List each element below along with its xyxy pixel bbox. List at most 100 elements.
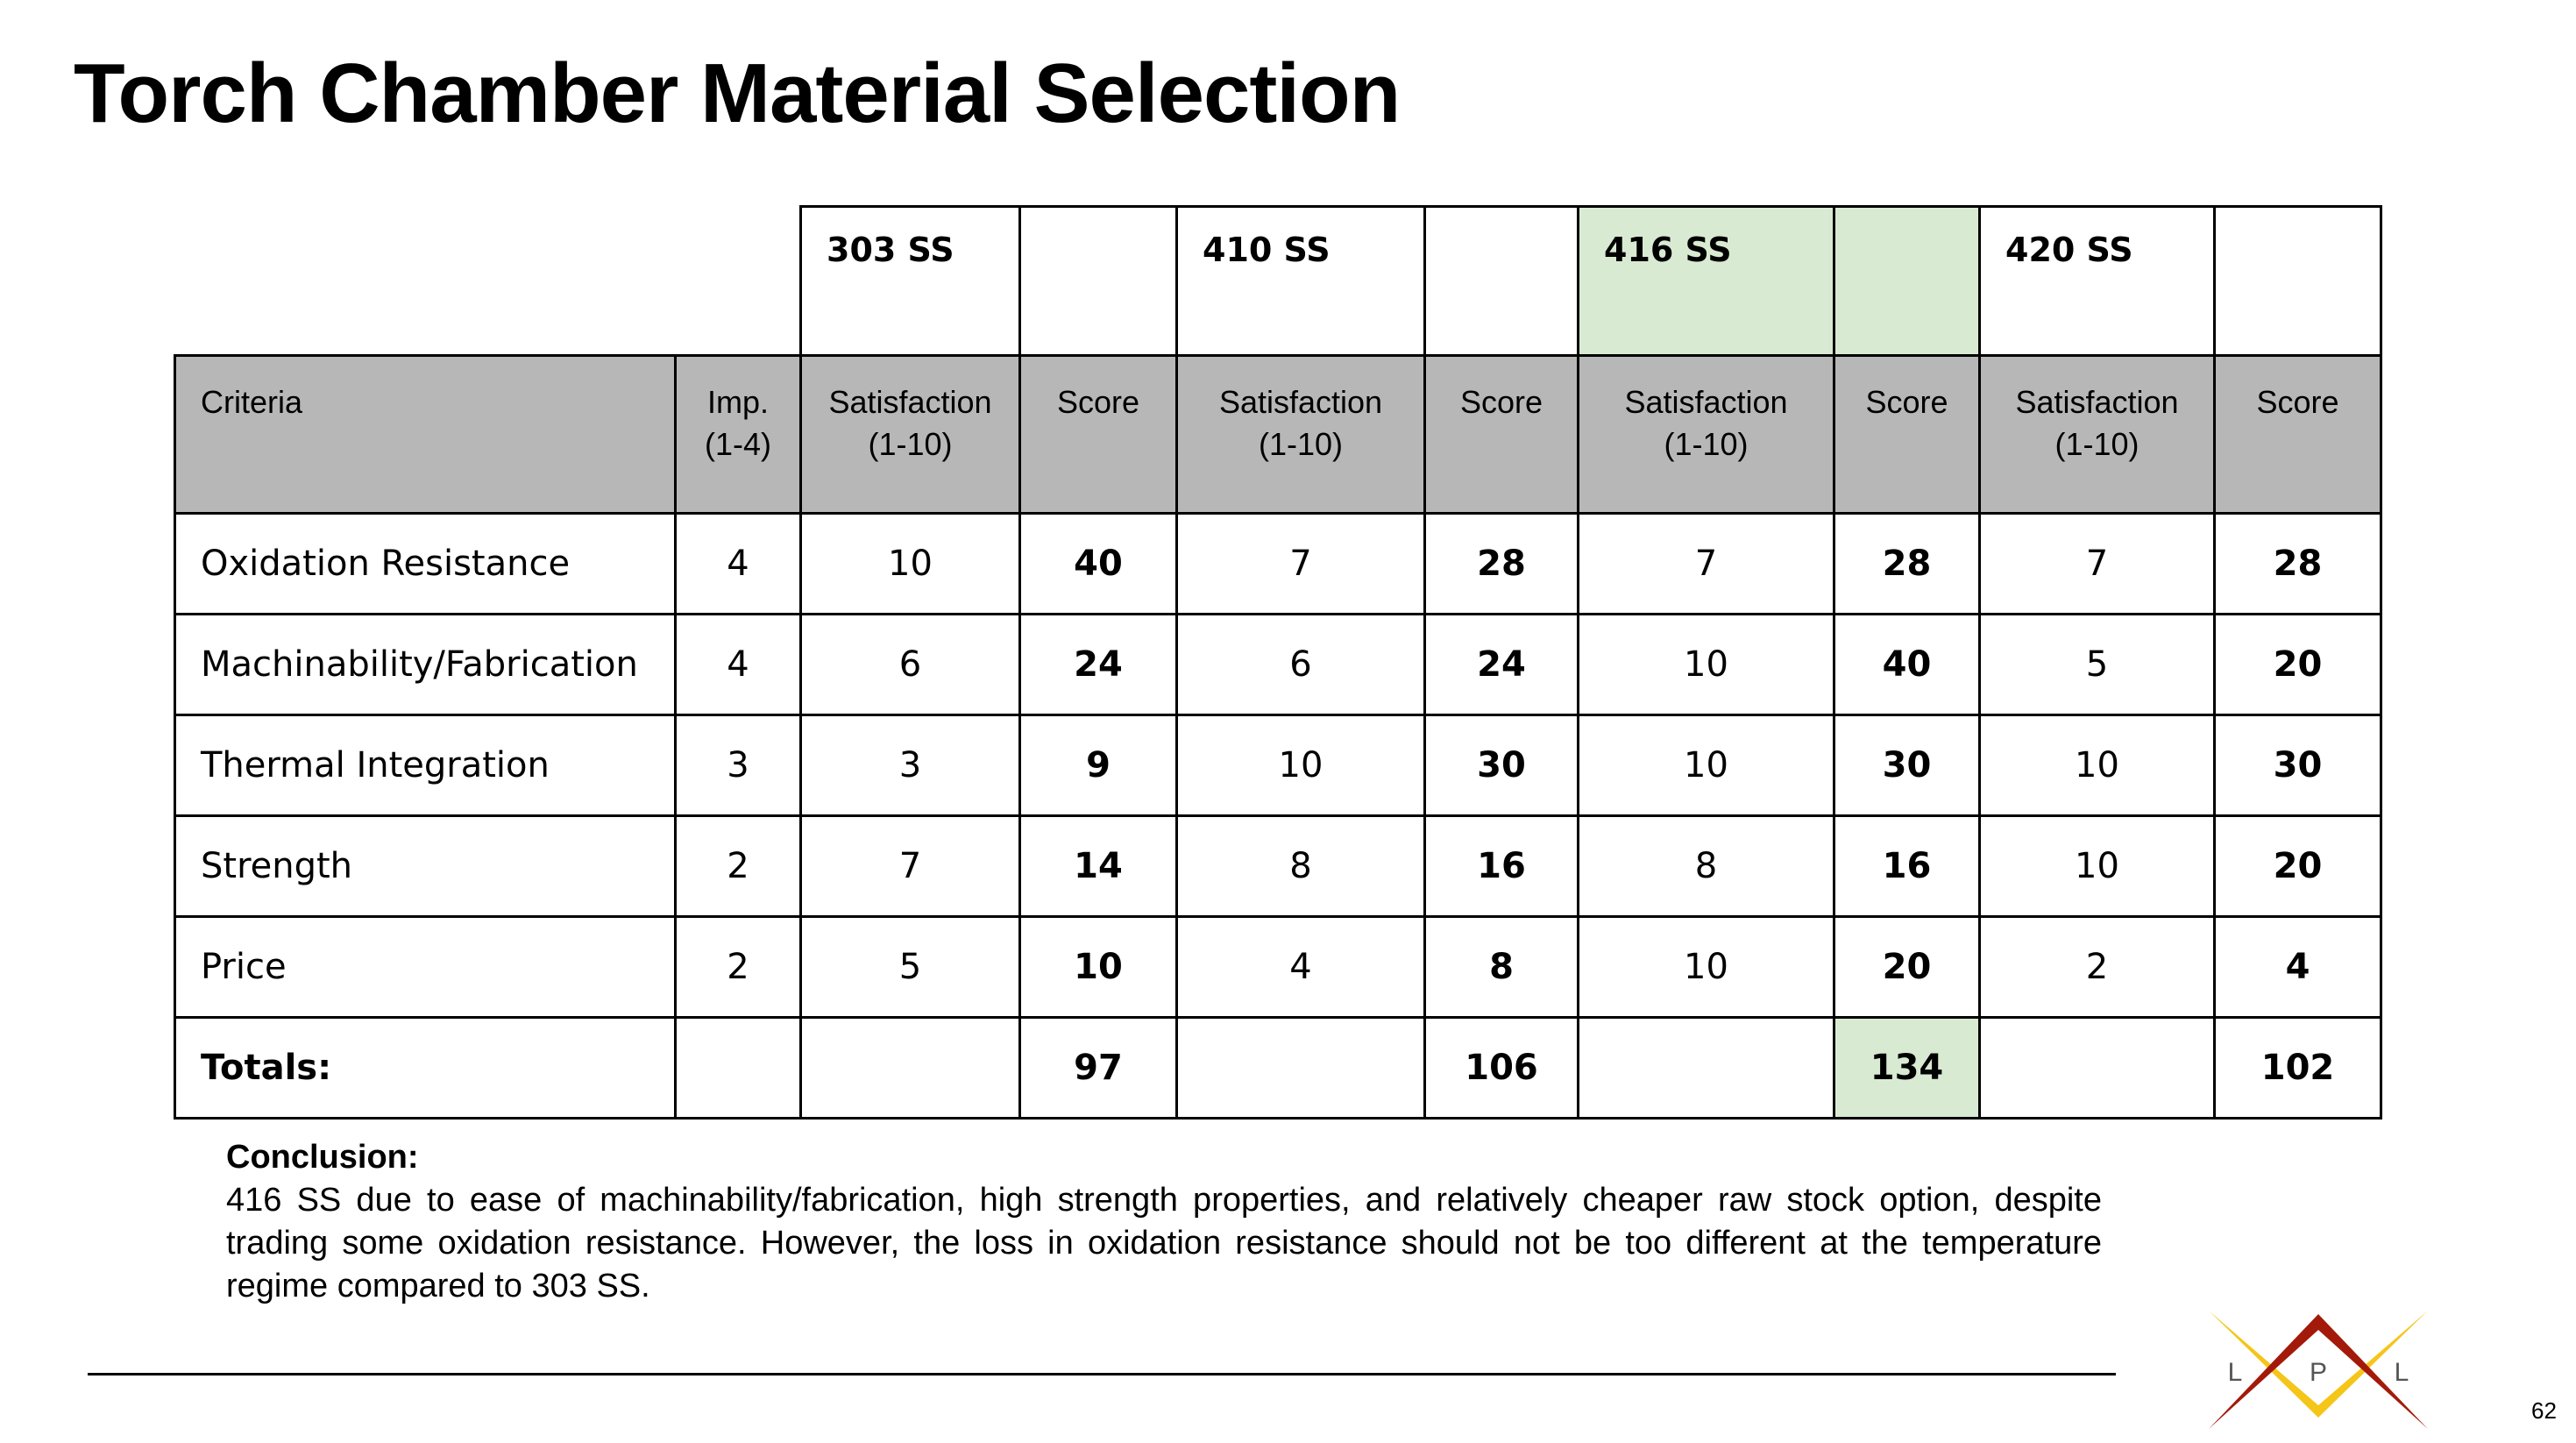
blank-cell — [2213, 205, 2382, 357]
satisfaction-header: Satisfaction (1-10) — [799, 354, 1021, 515]
satisfaction-header: Satisfaction (1-10) — [1978, 354, 2216, 515]
satisfaction-cell: 7 — [799, 814, 1021, 918]
imp-cell: 2 — [674, 814, 802, 918]
criteria-cell: Thermal Integration — [174, 714, 677, 817]
satisfaction-cell: 8 — [1577, 814, 1835, 918]
satisfaction-header-line1: Satisfaction — [2015, 384, 2179, 420]
satisfaction-header: Satisfaction (1-10) — [1577, 354, 1835, 515]
satisfaction-header-line1: Satisfaction — [1218, 384, 1383, 420]
score-header: Score — [2213, 354, 2382, 515]
score-cell: 10 — [1018, 915, 1178, 1019]
blank-cell — [799, 1016, 1021, 1120]
material-selection-table: 303 SS 410 SS 416 SS 420 SS Criteria Imp… — [174, 205, 2382, 1120]
satisfaction-header-line1: Satisfaction — [828, 384, 992, 420]
satisfaction-header-line2: (1-10) — [1258, 426, 1344, 462]
satisfaction-cell: 8 — [1175, 814, 1426, 918]
satisfaction-cell: 10 — [1978, 714, 2216, 817]
imp-header-line1: Imp. — [706, 384, 769, 420]
score-header: Score — [1018, 354, 1178, 515]
score-cell: 30 — [1833, 714, 1981, 817]
blank-cell — [1423, 205, 1579, 357]
totals-label: Totals: — [174, 1016, 677, 1120]
conclusion-text: 416 SS due to ease of machinability/fabr… — [226, 1182, 2102, 1304]
satisfaction-header-line2: (1-10) — [868, 426, 953, 462]
conclusion: Conclusion: 416 SS due to ease of machin… — [226, 1136, 2102, 1308]
material-420: 420 SS — [1978, 205, 2216, 357]
total-score-cell: 106 — [1423, 1016, 1579, 1120]
satisfaction-cell: 10 — [1175, 714, 1426, 817]
satisfaction-cell: 2 — [1978, 915, 2216, 1019]
svg-text:P: P — [2310, 1358, 2327, 1387]
score-cell: 30 — [2213, 714, 2382, 817]
column-header-row: Criteria Imp. (1-4) Satisfaction (1-10) Sco… — [174, 354, 2382, 515]
satisfaction-cell: 6 — [1175, 613, 1426, 716]
satisfaction-cell: 3 — [799, 714, 1021, 817]
satisfaction-header-line1: Satisfaction — [1624, 384, 1788, 420]
score-cell: 4 — [2213, 915, 2382, 1019]
conclusion-label: Conclusion: — [226, 1139, 419, 1176]
score-cell: 20 — [2213, 814, 2382, 918]
satisfaction-cell: 7 — [1978, 512, 2216, 615]
imp-header: Imp. (1-4) — [674, 354, 802, 515]
imp-cell: 4 — [674, 613, 802, 716]
material-410: 410 SS — [1175, 205, 1426, 357]
satisfaction-cell: 10 — [1577, 613, 1835, 716]
svg-text:L: L — [2395, 1358, 2409, 1387]
score-cell: 40 — [1018, 512, 1178, 615]
satisfaction-cell: 10 — [1978, 814, 2216, 918]
total-score-cell: 134 — [1833, 1016, 1981, 1120]
total-score-cell: 97 — [1018, 1016, 1178, 1120]
satisfaction-cell: 5 — [1978, 613, 2216, 716]
score-cell: 28 — [1833, 512, 1981, 615]
material-416: 416 SS — [1577, 205, 1835, 357]
total-score-cell: 102 — [2213, 1016, 2382, 1120]
footer-divider — [88, 1373, 2116, 1375]
svg-text:L: L — [2228, 1358, 2243, 1387]
imp-cell: 4 — [674, 512, 802, 615]
score-cell: 20 — [1833, 915, 1981, 1019]
score-cell: 24 — [1423, 613, 1579, 716]
score-cell: 40 — [1833, 613, 1981, 716]
imp-cell: 2 — [674, 915, 802, 1019]
criteria-header: Criteria — [174, 354, 677, 515]
score-cell: 24 — [1018, 613, 1178, 716]
page-number: 62 — [2531, 1397, 2557, 1424]
slide-title: Torch Chamber Material Selection — [74, 46, 1401, 140]
satisfaction-header: Satisfaction (1-10) — [1175, 354, 1426, 515]
blank-cell — [1577, 1016, 1835, 1120]
criteria-cell: Oxidation Resistance — [174, 512, 677, 615]
score-cell: 30 — [1423, 714, 1579, 817]
score-cell: 8 — [1423, 915, 1579, 1019]
blank-cell — [1175, 1016, 1426, 1120]
score-cell: 9 — [1018, 714, 1178, 817]
score-cell: 28 — [2213, 512, 2382, 615]
criteria-cell: Machinability/Fabrication — [174, 613, 677, 716]
blank-cell — [174, 206, 801, 357]
score-cell: 28 — [1423, 512, 1579, 615]
satisfaction-header-line2: (1-10) — [2054, 426, 2140, 462]
criteria-cell: Strength — [174, 814, 677, 918]
blank-cell — [674, 1016, 802, 1120]
score-header: Score — [1833, 354, 1981, 515]
blank-cell — [1833, 205, 1981, 357]
imp-header-line2: (1-4) — [704, 426, 771, 462]
score-cell: 14 — [1018, 814, 1178, 918]
blank-cell — [1018, 205, 1178, 357]
score-cell: 16 — [1833, 814, 1981, 918]
satisfaction-cell: 4 — [1175, 915, 1426, 1019]
material-303: 303 SS — [799, 205, 1021, 357]
table-row: Oxidation Resistance 4 10 40 7 28 7 28 7 28 — [174, 512, 2382, 615]
imp-cell: 3 — [674, 714, 802, 817]
blank-cell — [1978, 1016, 2216, 1120]
score-header: Score — [1423, 354, 1579, 515]
score-cell: 16 — [1423, 814, 1579, 918]
lpl-logo: L P L — [2209, 1311, 2428, 1429]
satisfaction-cell: 10 — [1577, 915, 1835, 1019]
satisfaction-header-line2: (1-10) — [1664, 426, 1749, 462]
satisfaction-cell: 10 — [1577, 714, 1835, 817]
totals-row: Totals: 97 106 134 102 — [174, 1016, 2382, 1120]
